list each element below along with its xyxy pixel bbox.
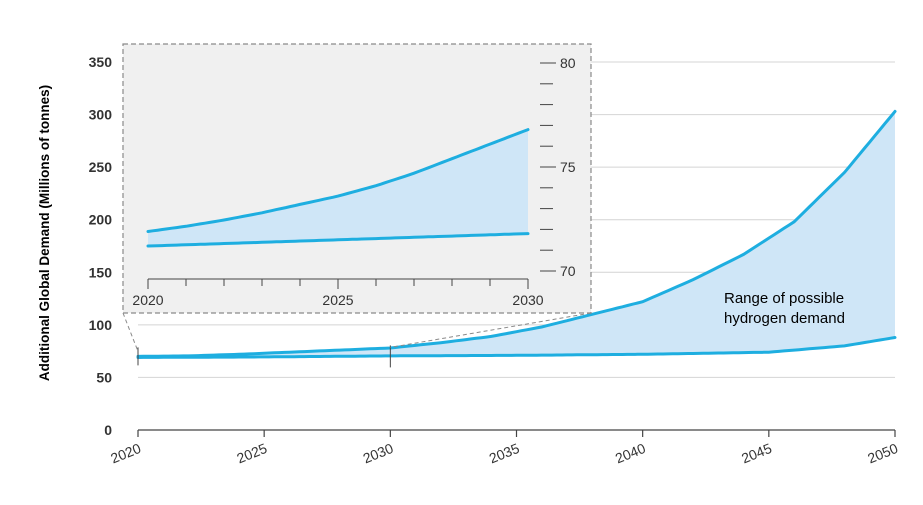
y-tick-label: 300 <box>89 107 113 123</box>
main-plot <box>136 109 897 359</box>
y-tick-label: 250 <box>89 159 113 175</box>
lower-series-line <box>136 336 897 359</box>
zoom-connector-right <box>390 312 592 348</box>
inset-x-tick-label: 2030 <box>512 292 543 308</box>
main-x-axis: 2020 2025 2030 2035 2040 2045 2050 <box>108 429 900 467</box>
inset-y-tick-label: 75 <box>560 159 576 175</box>
y-tick-label: 100 <box>89 317 113 333</box>
x-tick-label: 2030 <box>361 440 396 467</box>
x-tick-label: 2025 <box>234 440 269 467</box>
x-tick-label: 2045 <box>739 440 774 467</box>
inset-lower-series-line <box>146 232 530 248</box>
x-tick-label: 2040 <box>613 440 648 467</box>
y-tick-label: 200 <box>89 212 113 228</box>
x-tick-label: 2050 <box>865 440 900 467</box>
y-tick-label: 150 <box>89 264 113 280</box>
y-axis-label: Additional Global Demand (Millions of to… <box>37 85 52 381</box>
inset-chart: 2020 2025 2030 70 75 80 <box>122 43 592 314</box>
upper-series-line <box>136 109 897 358</box>
x-tick-label: 2035 <box>487 440 522 467</box>
range-annotation-line-1: Range of possible <box>724 290 844 307</box>
y-tick-label: 350 <box>89 54 113 70</box>
inset-x-tick-label: 2020 <box>132 292 163 308</box>
inset-x-tick-label: 2025 <box>322 292 353 308</box>
main-y-axis: 0 50 100 150 200 250 300 350 <box>89 54 113 438</box>
inset-upper-series-line <box>146 128 530 233</box>
x-tick-label: 2020 <box>108 440 143 467</box>
range-annotation-line-2: hydrogen demand <box>724 310 845 327</box>
y-tick-label: 50 <box>96 369 112 385</box>
inset-y-tick-label: 80 <box>560 55 576 71</box>
zoom-connectors <box>122 312 592 368</box>
inset-y-tick-label: 70 <box>560 263 576 279</box>
zoom-connector-left <box>122 312 139 352</box>
y-tick-label: 0 <box>104 422 112 438</box>
range-annotation: Range of possible hydrogen demand <box>724 290 848 327</box>
range-area <box>138 111 895 358</box>
